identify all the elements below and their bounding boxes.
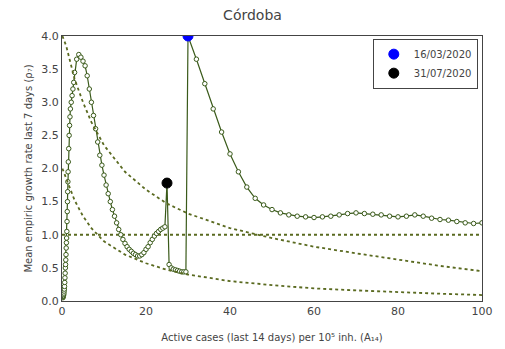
svg-text:16/03/2020: 16/03/2020 — [414, 49, 472, 60]
svg-text:60: 60 — [307, 305, 321, 318]
svg-text:31/07/2020: 31/07/2020 — [414, 68, 472, 79]
svg-text:4.0: 4.0 — [41, 30, 59, 43]
svg-text:0.0: 0.0 — [41, 295, 59, 308]
svg-text:40: 40 — [223, 305, 237, 318]
svg-text:0.5: 0.5 — [41, 262, 59, 275]
svg-text:3.0: 3.0 — [41, 96, 59, 109]
svg-text:1.5: 1.5 — [41, 195, 59, 208]
svg-text:1.0: 1.0 — [41, 229, 59, 242]
svg-text:0: 0 — [59, 305, 66, 318]
svg-text:20: 20 — [139, 305, 153, 318]
svg-text:3.5: 3.5 — [41, 63, 59, 76]
svg-text:100: 100 — [472, 305, 493, 318]
svg-text:Active cases (last 14 days) pe: Active cases (last 14 days) per 10⁵ inh.… — [161, 332, 382, 343]
svg-text:Mean empiric growth rate last: Mean empiric growth rate last 7 days (ρ₇… — [23, 64, 34, 272]
svg-text:80: 80 — [391, 305, 405, 318]
svg-text:2.0: 2.0 — [41, 162, 59, 175]
svg-text:Córdoba: Córdoba — [223, 7, 282, 23]
svg-text:2.5: 2.5 — [41, 129, 59, 142]
